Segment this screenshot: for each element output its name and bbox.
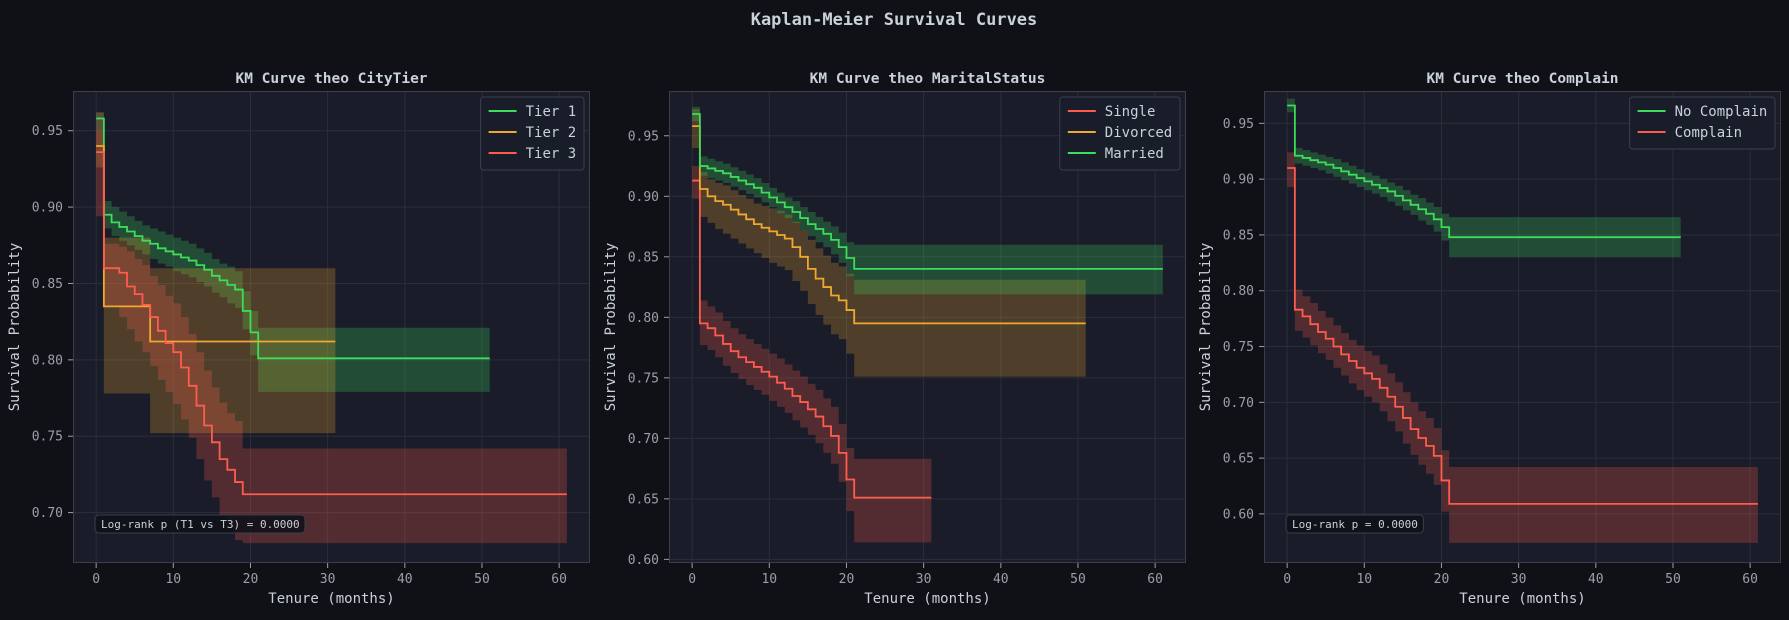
km-panel-3: 0 10 20 30 40 50 60 0.60 0.65 0.70 0.75 0.80 0.85 0.9… [1198, 71, 1781, 607]
logrank-annotation: Log-rank p = 0.0000 [1285, 514, 1424, 534]
x-tick-label: 40 [1588, 572, 1604, 587]
y-tick-label: 0.80 [1223, 284, 1254, 299]
legend-box [1629, 96, 1776, 150]
annotation-text: Log-rank p (T1 vs T3) = 0.0000 [101, 518, 300, 531]
y-axis-label: Survival Probability [7, 243, 23, 412]
survival-line-tier-1[interactable] [96, 117, 490, 360]
x-tick-label: 60 [1147, 572, 1163, 587]
survival-line-single[interactable] [692, 179, 932, 499]
x-tick-label: 30 [320, 572, 336, 587]
legend: Single Divorced Married [1059, 96, 1181, 171]
legend-entry[interactable]: Tier 2 [526, 125, 577, 141]
y-tick-label: 0.80 [32, 353, 63, 368]
panel-title: KM Curve theo Complain [1426, 71, 1618, 87]
y-tick-label: 0.85 [32, 277, 63, 292]
x-tick-label: 40 [993, 572, 1009, 587]
y-tick-label: 0.70 [628, 432, 659, 447]
ci-band-single [692, 166, 932, 543]
y-tick-label: 0.90 [32, 201, 63, 216]
x-tick-label: 0 [1283, 572, 1291, 587]
legend: Tier 1 Tier 2 Tier 3 [480, 96, 585, 171]
x-tick-label: 20 [839, 572, 855, 587]
legend-entry[interactable]: Tier 3 [526, 146, 577, 162]
x-tick-label: 30 [916, 572, 932, 587]
y-tick-label: 0.70 [32, 506, 63, 521]
plot-frame [1264, 91, 1781, 563]
x-tick-label: 20 [243, 572, 259, 587]
survival-line-no-complain[interactable] [1287, 104, 1681, 239]
survival-line-complain[interactable] [1287, 167, 1758, 505]
y-axis-label: Survival Probability [603, 243, 619, 412]
y-tick-label: 0.65 [1223, 452, 1254, 467]
y-tick-label: 0.95 [1223, 117, 1254, 132]
y-tick-label: 0.60 [1223, 507, 1254, 522]
figure-title: Kaplan-Meier Survival Curves [751, 10, 1038, 30]
series-marks [692, 106, 1163, 543]
x-axis-label: Tenure (months) [864, 591, 990, 607]
logrank-annotation: Log-rank p (T1 vs T3) = 0.0000 [94, 514, 306, 534]
ci-band-divorced [692, 109, 1086, 377]
annotation-box [1285, 514, 1424, 534]
x-tick-label: 10 [761, 572, 777, 587]
y-tick-label: 0.75 [32, 430, 63, 445]
series-marks [1287, 98, 1758, 543]
plot-area [1264, 91, 1781, 563]
x-tick-label: 50 [1665, 572, 1681, 587]
y-tick-label: 0.75 [628, 371, 659, 386]
x-axis-label: Tenure (months) [268, 591, 394, 607]
km-panel-1: 0 10 20 30 40 50 60 0.70 0.75 0.80 0.85 0.90 0.95 KM … [7, 71, 590, 607]
x-tick-label: 0 [92, 572, 100, 587]
panel-title: KM Curve theo MaritalStatus [810, 71, 1046, 87]
legend-entry[interactable]: Married [1105, 146, 1164, 162]
annotation-text: Log-rank p = 0.0000 [1292, 518, 1418, 531]
legend-entry[interactable]: No Complain [1675, 104, 1768, 120]
y-tick-label: 0.60 [628, 553, 659, 568]
y-tick-label: 0.90 [1223, 173, 1254, 188]
y-tick-label: 0.65 [628, 492, 659, 507]
y-tick-label: 0.90 [628, 190, 659, 205]
km-panel-2: 0 10 20 30 40 50 60 0.60 0.65 0.70 0.75 0.80 0.85 0.9… [603, 71, 1186, 607]
ci-band-tier-1 [96, 112, 490, 392]
ci-band-married [692, 106, 1163, 295]
plot-frame [669, 91, 1186, 563]
panel-title: KM Curve theo CityTier [235, 71, 427, 87]
y-tick-label: 0.95 [628, 129, 659, 144]
annotation-box [94, 514, 306, 534]
y-tick-label: 0.75 [1223, 340, 1254, 355]
x-tick-label: 60 [1742, 572, 1758, 587]
series-marks [96, 112, 567, 544]
survival-line-tier-3[interactable] [96, 151, 567, 496]
y-tick-label: 0.85 [1223, 228, 1254, 243]
x-tick-label: 60 [551, 572, 567, 587]
plot-frame [73, 91, 590, 563]
legend-entry[interactable]: Single [1105, 104, 1156, 120]
x-tick-label: 10 [1356, 572, 1372, 587]
x-tick-label: 30 [1511, 572, 1527, 587]
ci-band-tier-3 [96, 112, 567, 544]
x-tick-label: 10 [165, 572, 181, 587]
ci-band-no-complain [1287, 98, 1681, 258]
legend-box [480, 96, 585, 171]
x-tick-label: 0 [688, 572, 696, 587]
x-tick-label: 50 [1070, 572, 1086, 587]
y-tick-label: 0.85 [628, 250, 659, 265]
legend-entry[interactable]: Complain [1675, 125, 1742, 141]
x-tick-label: 50 [474, 572, 490, 587]
x-tick-label: 20 [1434, 572, 1450, 587]
legend: No Complain Complain [1629, 96, 1776, 150]
legend-entry[interactable]: Tier 1 [526, 104, 577, 120]
legend-entry[interactable]: Divorced [1105, 125, 1172, 141]
x-tick-label: 40 [397, 572, 413, 587]
y-tick-label: 0.95 [32, 124, 63, 139]
y-axis-label: Survival Probability [1198, 243, 1214, 412]
legend-box [1059, 96, 1181, 171]
y-tick-label: 0.80 [628, 311, 659, 326]
survival-line-divorced[interactable] [692, 125, 1086, 325]
y-tick-label: 0.70 [1223, 396, 1254, 411]
survival-line-married[interactable] [692, 113, 1163, 270]
survival-line-tier-2[interactable] [96, 145, 336, 343]
x-axis-label: Tenure (months) [1459, 591, 1585, 607]
